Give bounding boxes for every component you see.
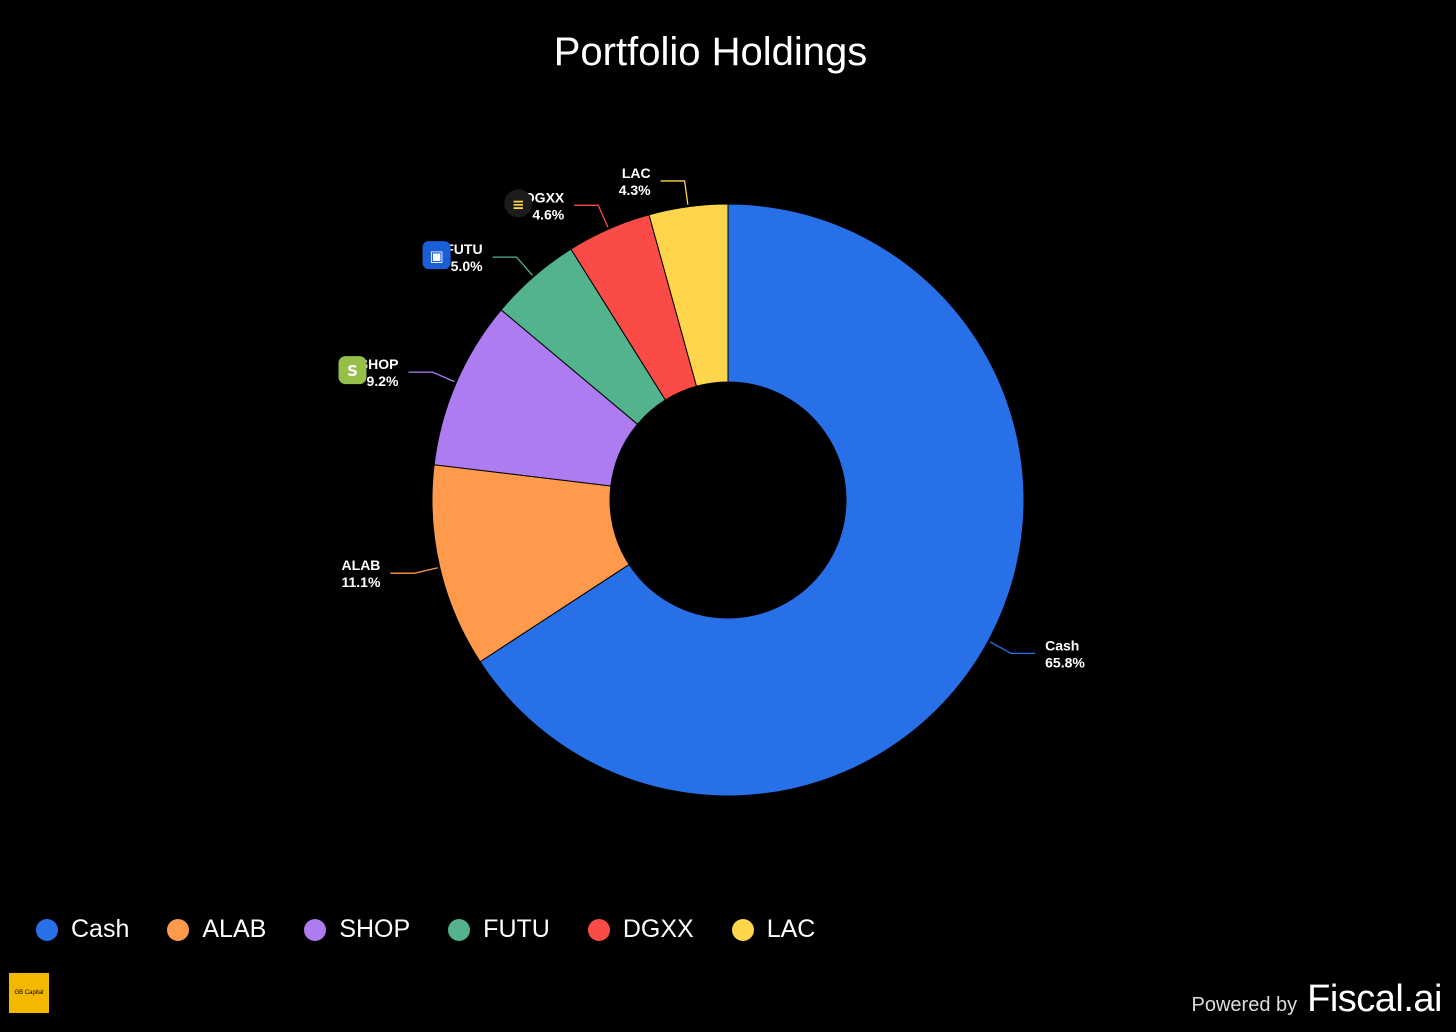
legend-label: Cash [71, 915, 130, 943]
legend-item-dgxx[interactable]: DGXX [587, 915, 694, 944]
shopify-icon: S [338, 356, 367, 385]
svg-text:≡: ≡ [512, 195, 525, 213]
legend-swatch [304, 918, 327, 941]
leader-line-dgxx [574, 204, 609, 228]
slice-cash[interactable] [479, 203, 1025, 797]
powered-by-label: Powered by [1191, 994, 1298, 1016]
slice-value-lac: 4.3% [619, 182, 651, 198]
slice-label-dgxx: DGXX [525, 189, 565, 205]
legend-item-shop[interactable]: SHOP [304, 915, 410, 944]
slice-alab[interactable] [431, 464, 630, 663]
brand-badge: GB Capital [9, 973, 49, 1013]
slice-label-shop: SHOP [359, 356, 399, 372]
legend-label: LAC [766, 915, 816, 943]
slice-label-cash: Cash [1045, 637, 1079, 653]
legend-swatch [167, 918, 190, 941]
chart-title: Portfolio Holdings [553, 30, 868, 74]
legend-swatch [448, 918, 471, 941]
slice-value-alab: 11.1% [341, 574, 380, 590]
slice-lac[interactable] [648, 203, 729, 387]
svg-text:S: S [347, 362, 358, 380]
leader-line-futu [492, 256, 533, 276]
legend-label: FUTU [483, 915, 550, 943]
slice-value-dgxx: 4.6% [532, 206, 564, 222]
legend-item-alab[interactable]: ALAB [167, 915, 266, 944]
powered-by: Powered by Fiscal.ai [1192, 978, 1443, 1021]
legend-swatch [731, 918, 754, 941]
slice-value-shop: 9.2% [367, 373, 399, 389]
legend-label: SHOP [339, 915, 411, 943]
slice-label-lac: LAC [622, 165, 651, 181]
svg-text:▣: ▣ [429, 247, 443, 265]
legend-item-cash[interactable]: Cash [36, 915, 129, 944]
legend: Cash ALAB SHOP FUTU DGXX LAC [36, 915, 853, 944]
leader-line-alab [390, 567, 438, 574]
dgxx-icon: ≡ [504, 189, 533, 218]
slice-label-alab: ALAB [342, 557, 381, 573]
leader-line-shop [408, 371, 455, 383]
legend-item-futu[interactable]: FUTU [448, 915, 550, 944]
slice-value-cash: 65.8% [1045, 654, 1085, 670]
slice-label-futu: FUTU [445, 241, 482, 257]
legend-swatch [587, 918, 610, 941]
futu-icon: ▣ [422, 241, 451, 270]
legend-item-lac[interactable]: LAC [731, 915, 816, 944]
legend-swatch [36, 918, 58, 941]
leader-line-cash [989, 641, 1036, 654]
legend-label: ALAB [202, 915, 267, 943]
leader-line-lac [660, 180, 689, 205]
slice-value-futu: 5.0% [451, 258, 483, 274]
legend-label: DGXX [622, 915, 694, 943]
fiscal-ai-logo: Fiscal.ai [1307, 978, 1442, 1020]
